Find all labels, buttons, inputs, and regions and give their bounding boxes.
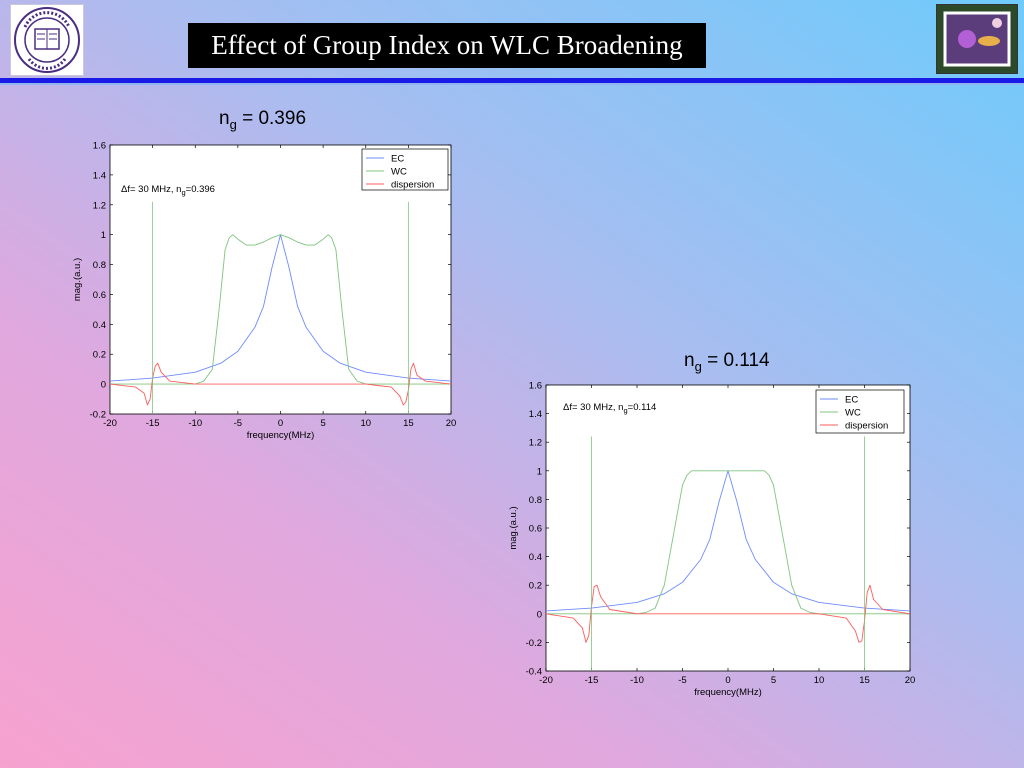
y-axis-label: mag.(a.u.) — [72, 258, 83, 301]
y-tick-label: 1.2 — [529, 438, 542, 449]
x-tick-label: 20 — [905, 675, 916, 686]
legend-label-dispersion: dispersion — [845, 421, 888, 432]
y-axis-label: mag.(a.u.) — [508, 506, 519, 549]
y-tick-label: -0.2 — [90, 410, 106, 421]
y-tick-label: 1 — [537, 466, 542, 477]
x-tick-label: -5 — [234, 418, 242, 429]
x-tick-label: -20 — [539, 675, 553, 686]
y-tick-label: 0.2 — [93, 350, 106, 361]
legend-label-wc: WC — [391, 167, 407, 178]
annotation-text: Δf= 30 MHz, ng=0.396 — [121, 184, 215, 197]
series-wc-line — [110, 234, 451, 385]
x-tick-label: 5 — [771, 675, 776, 686]
x-tick-label: 5 — [320, 418, 325, 429]
legend: EC WC dispersion — [361, 148, 449, 191]
title-rule — [0, 78, 1024, 83]
x-tick-label: -15 — [585, 675, 599, 686]
legend: EC WC dispersion — [815, 389, 905, 434]
y-tick-label: 0.2 — [529, 581, 542, 592]
x-tick-label: 10 — [814, 675, 825, 686]
y-tick-label: 1.4 — [529, 409, 542, 420]
y-tick-label: 0.6 — [529, 524, 542, 535]
y-tick-label: 1.2 — [93, 200, 106, 211]
y-tick-label: -0.4 — [526, 667, 542, 678]
y-tick-label: 0.4 — [529, 552, 542, 563]
series-dispersion-line — [545, 584, 911, 643]
y-tick-label: 0 — [537, 609, 542, 620]
legend-label-ec: EC — [845, 395, 858, 406]
chart-1: -20 -15 -10 -5 0 5 10 15 20 -0.2 0 0.2 0.4 0.6 0.8 1 1.2… — [72, 141, 456, 442]
series-wc-line — [546, 470, 910, 615]
annotation-text: Δf= 30 MHz, ng=0.114 — [563, 402, 656, 415]
x-tick-label: 0 — [278, 418, 283, 429]
y-tick-label: 1.4 — [93, 170, 106, 181]
y-tick-label: 0.4 — [93, 320, 106, 331]
legend-label-ec: EC — [391, 154, 404, 165]
y-tick-label: 1 — [101, 230, 106, 241]
chart-2: -20 -15 -10 -5 0 5 10 15 20 -0.4 -0.2 0 0.2 0.4 0.6 0.8… — [508, 381, 915, 699]
y-tick-label: 1.6 — [529, 381, 542, 392]
legend-label-wc: WC — [845, 408, 861, 419]
y-tick-label: 0 — [101, 380, 106, 391]
legend-label-dispersion: dispersion — [391, 180, 434, 191]
slide-title-box: Effect of Group Index on WLC Broadening — [188, 23, 706, 68]
x-tick-label: 15 — [403, 418, 414, 429]
university-seal-logo — [10, 4, 84, 76]
y-tick-label: 1.6 — [93, 141, 106, 152]
title-rule-shadow — [0, 83, 1024, 85]
series-dispersion-line — [109, 362, 452, 406]
slide-title: Effect of Group Index on WLC Broadening — [211, 30, 683, 60]
x-axis-label: frequency(MHz) — [694, 687, 762, 698]
x-tick-label: 20 — [446, 418, 457, 429]
x-tick-label: 15 — [859, 675, 870, 686]
chart-2-heading: ng = 0.114 — [684, 350, 770, 374]
x-tick-label: -10 — [188, 418, 202, 429]
x-tick-label: -15 — [146, 418, 160, 429]
x-tick-label: -20 — [103, 418, 117, 429]
x-axis-label: frequency(MHz) — [247, 430, 315, 441]
chart-1-heading: ng = 0.396 — [219, 108, 307, 132]
y-tick-label: 0.6 — [93, 290, 106, 301]
x-tick-label: 0 — [725, 675, 730, 686]
x-tick-label: -5 — [678, 675, 686, 686]
y-tick-label: -0.2 — [526, 638, 542, 649]
y-tick-label: 0.8 — [93, 260, 106, 271]
lab-logo-image — [936, 4, 1018, 74]
y-tick-label: 0.8 — [529, 495, 542, 506]
x-tick-label: 10 — [360, 418, 371, 429]
x-tick-label: -10 — [630, 675, 644, 686]
